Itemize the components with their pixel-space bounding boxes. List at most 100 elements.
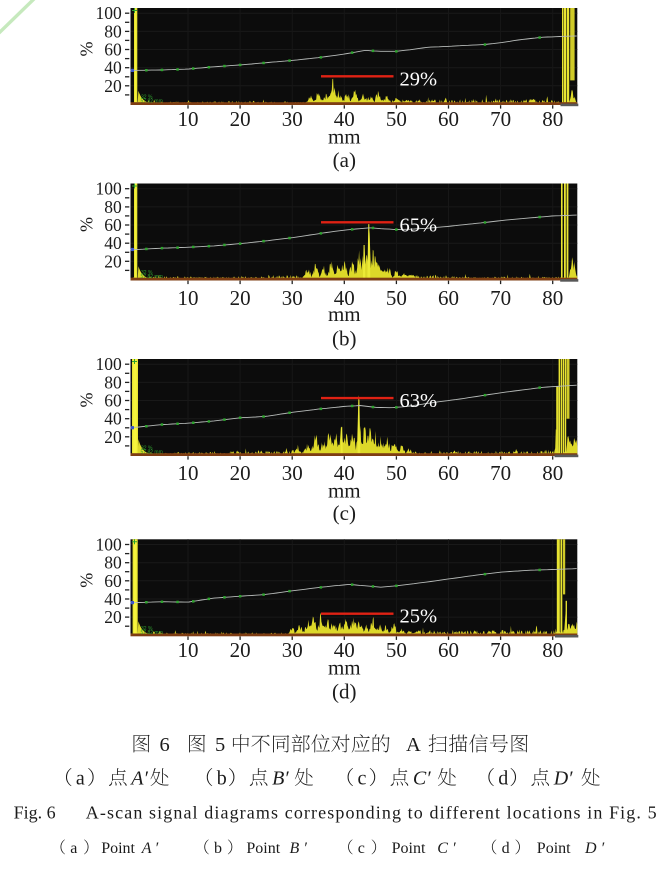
svg-text:D: D [584,840,597,857]
svg-text:′: ′ [155,840,159,857]
svg-text:100: 100 [96,3,123,23]
svg-text:C′: C′ [413,768,431,790]
svg-text:65%: 65% [400,214,438,236]
svg-text:57.82 mm: 57.82 mm [141,274,163,280]
svg-text:B′: B′ [272,768,289,790]
svg-text:60: 60 [438,461,459,485]
svg-text:80: 80 [104,553,122,573]
svg-text:100: 100 [96,354,123,374]
svg-text:32 %: 32 % [141,270,153,276]
svg-text:′: ′ [601,840,605,857]
svg-text:20: 20 [230,286,251,310]
svg-text:30: 30 [282,286,303,310]
svg-text:mm: mm [328,124,361,148]
svg-text:%: % [77,42,97,57]
svg-text:30: 30 [282,107,303,131]
svg-text:50: 50 [386,461,407,485]
svg-text:32 %: 32 % [141,626,153,632]
svg-text:c: c [358,840,365,857]
svg-text:40: 40 [334,461,355,485]
svg-text:mm: mm [328,302,361,326]
svg-text:100: 100 [96,179,123,199]
svg-text:80: 80 [104,21,122,41]
svg-text:A: A [406,734,421,756]
svg-text:B: B [290,840,300,857]
svg-text:60: 60 [438,107,459,131]
svg-text:Point: Point [101,840,135,857]
svg-text:(c): (c) [333,501,356,525]
svg-text:Point: Point [246,840,280,857]
svg-text:60: 60 [438,638,459,662]
svg-text:60: 60 [104,40,122,60]
svg-text:20: 20 [104,607,122,627]
svg-text:20: 20 [230,461,251,485]
svg-text:Point: Point [537,840,571,857]
svg-text:c: c [358,768,367,790]
svg-text:32 %: 32 % [141,446,153,452]
svg-text:D′: D′ [553,768,573,790]
svg-text:a: a [70,840,77,857]
svg-text:57.82 mm: 57.82 mm [141,450,163,456]
svg-text:40: 40 [104,409,122,429]
svg-text:50: 50 [386,286,407,310]
svg-text:80: 80 [542,638,563,662]
svg-text:d: d [498,768,508,790]
svg-text:50: 50 [386,638,407,662]
svg-text:29%: 29% [400,68,438,90]
svg-text:60: 60 [104,215,122,235]
svg-text:70: 70 [490,107,511,131]
svg-text:70: 70 [490,638,511,662]
svg-text:mm: mm [328,479,361,503]
svg-text:a: a [76,768,85,790]
svg-text:20: 20 [230,107,251,131]
svg-text:50: 50 [386,107,407,131]
svg-text:%: % [77,217,97,232]
svg-text:30: 30 [282,461,303,485]
svg-text:10: 10 [178,286,199,310]
svg-text:5: 5 [215,734,225,756]
svg-text:80: 80 [542,286,563,310]
svg-text:Point: Point [392,840,426,857]
svg-text:(d): (d) [332,679,357,703]
svg-text:C: C [437,840,448,857]
svg-text:30: 30 [282,638,303,662]
svg-text:10: 10 [178,107,199,131]
svg-text:70: 70 [490,286,511,310]
svg-text:25%: 25% [400,606,438,628]
svg-text:80: 80 [542,107,563,131]
svg-text:80: 80 [104,197,122,217]
svg-text:20: 20 [104,76,122,96]
svg-text:%: % [77,393,97,408]
svg-text:10: 10 [178,461,199,485]
svg-text:32 %: 32 % [141,95,153,101]
svg-text:100: 100 [96,535,123,555]
svg-text:6: 6 [160,734,170,756]
svg-text:20: 20 [104,427,122,447]
svg-text:b: b [217,768,227,790]
svg-text:Fig. 6: Fig. 6 [14,803,56,823]
svg-text:40: 40 [334,107,355,131]
svg-text:A-scan signal diagrams corresp: A-scan signal diagrams corresponding to … [86,803,657,823]
svg-text:40: 40 [104,233,122,253]
svg-text:A: A [141,840,152,857]
svg-text:40: 40 [104,58,122,78]
svg-text:80: 80 [104,372,122,392]
svg-text:A′: A′ [129,768,148,790]
svg-text:d: d [502,840,510,857]
svg-text:mm: mm [328,656,361,680]
svg-text:(a): (a) [333,148,356,172]
svg-text:40: 40 [334,286,355,310]
svg-text:40: 40 [104,589,122,609]
svg-text:′: ′ [303,840,307,857]
svg-text:60: 60 [104,571,122,591]
svg-text:b: b [214,840,222,857]
svg-text:′: ′ [452,840,456,857]
svg-text:(b): (b) [332,326,357,350]
svg-text:40: 40 [334,638,355,662]
svg-text:63%: 63% [400,390,438,412]
svg-text:20: 20 [104,251,122,271]
svg-text:57.82 mm: 57.82 mm [141,99,163,105]
svg-text:%: % [77,573,97,588]
svg-text:70: 70 [490,461,511,485]
svg-text:20: 20 [230,638,251,662]
